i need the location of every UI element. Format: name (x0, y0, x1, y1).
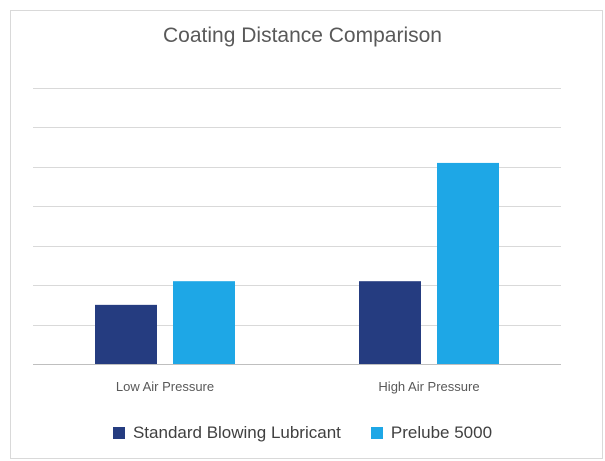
x-tick-labels: Low Air Pressure High Air Pressure (116, 379, 480, 394)
legend-swatch-series-1 (112, 427, 125, 439)
x-tick-label: High Air Pressure (378, 379, 479, 394)
legend-label-series-2: Prelube 5000 (390, 423, 493, 442)
legend-swatch-series-2 (370, 427, 383, 439)
bars (95, 162, 499, 364)
chart-title: Coating Distance Comparison (163, 24, 442, 47)
bar-series-1-category-1 (95, 304, 157, 364)
x-tick-label: Low Air Pressure (116, 379, 214, 394)
bar-series-2-category-1 (173, 281, 235, 364)
legend: Standard Blowing Lubricant Prelube 5000 (0, 417, 605, 449)
chart-frame (10, 10, 603, 459)
legend-item-series-1: Standard Blowing Lubricant (112, 423, 341, 443)
legend-item-series-2: Prelube 5000 (370, 423, 493, 443)
bar-series-1-category-2 (359, 281, 421, 364)
legend-label-series-1: Standard Blowing Lubricant (132, 423, 341, 442)
bar-series-2-category-2 (437, 162, 499, 364)
